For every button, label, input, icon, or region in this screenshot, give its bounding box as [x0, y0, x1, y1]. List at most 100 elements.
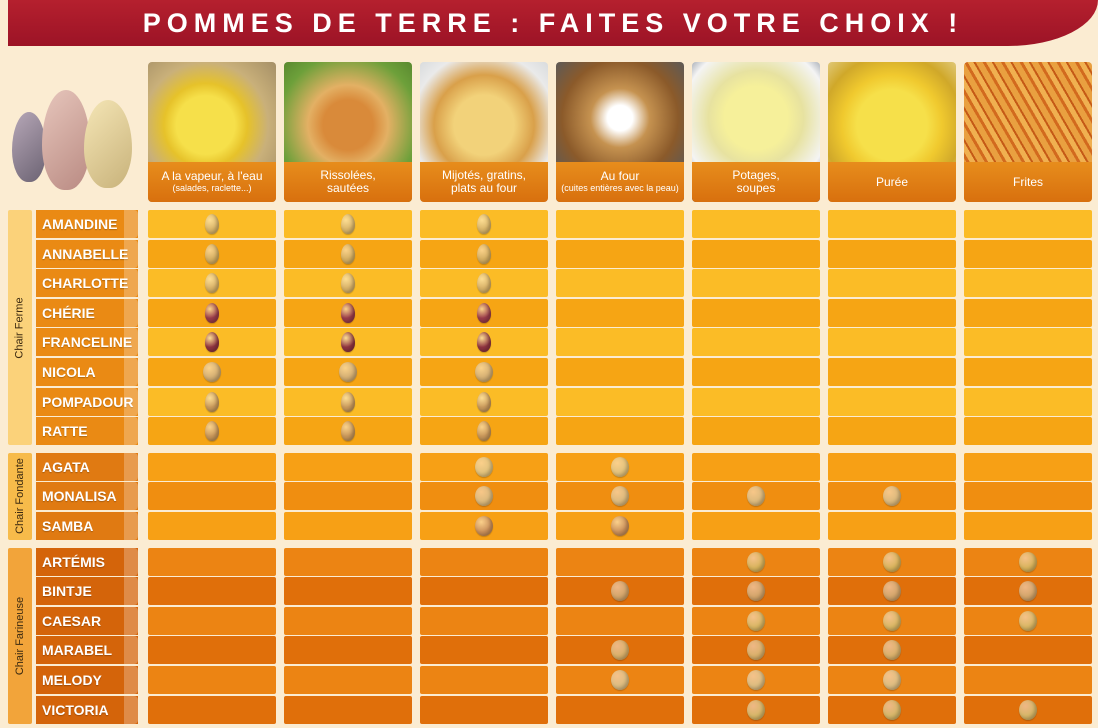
potato-purple-icon [12, 112, 46, 182]
table-cell [692, 298, 820, 327]
table-cell [420, 298, 548, 327]
table-cell [556, 269, 684, 298]
column-label: Rissolées, sautées [284, 162, 412, 202]
table-cell [148, 328, 276, 357]
potato-icon [1019, 610, 1037, 631]
potato-icon [883, 610, 901, 631]
table-cell [828, 695, 956, 724]
table-cell [964, 577, 1092, 606]
column-label: Mijotés, gratins, plats au four [420, 162, 548, 202]
table-cell [148, 577, 276, 606]
table-cell [828, 387, 956, 416]
potato-icon [205, 214, 219, 234]
table-cell [828, 577, 956, 606]
table-cell [692, 387, 820, 416]
potato-yellow-icon [84, 100, 132, 188]
potato-icon [883, 551, 901, 572]
group-label: Chair Ferme [8, 210, 32, 445]
potato-icon [341, 332, 355, 353]
potato-icon [883, 486, 901, 507]
table-cell [692, 452, 820, 481]
table-cell [828, 636, 956, 665]
column-label: Purée [828, 162, 956, 202]
potato-icon [611, 581, 629, 602]
variety-name: MELODY [36, 666, 138, 694]
column-label: Potages, soupes [692, 162, 820, 202]
table-cell [148, 387, 276, 416]
table-cell [964, 210, 1092, 238]
potato-icon [747, 551, 765, 572]
potato-icon [611, 670, 629, 690]
variety-name: CAESAR [36, 606, 138, 635]
potato-icon [203, 362, 221, 382]
table-cell [692, 269, 820, 298]
group-bar [8, 547, 32, 724]
table-cell [692, 695, 820, 724]
table-cell [148, 358, 276, 386]
potato-icon [883, 640, 901, 661]
potato-pink-icon [42, 90, 90, 190]
table-cell [828, 210, 956, 238]
column-label: Au four (cuites entières avec la peau) [556, 162, 684, 202]
potato-icon [205, 332, 219, 353]
table-cell [828, 239, 956, 268]
column-label-line: Au four [600, 169, 640, 183]
table-cell [284, 547, 412, 576]
table-cell [284, 452, 412, 481]
group-bar [8, 210, 32, 446]
table-cell [964, 328, 1092, 357]
table-cell [420, 387, 548, 416]
table-cell [828, 606, 956, 635]
potato-icon [611, 516, 629, 536]
table-cell [964, 512, 1092, 540]
table-cell [284, 512, 412, 540]
column-label-sub: (salades, raclette...) [172, 183, 252, 193]
potato-icon [883, 581, 901, 602]
potato-icon [1019, 581, 1037, 602]
potato-icon [205, 273, 219, 294]
table-cell [828, 417, 956, 446]
table-cell [964, 606, 1092, 635]
table-cell [692, 210, 820, 238]
potato-icon [477, 302, 491, 323]
column-label-line: Rissolées, [320, 168, 376, 182]
table-cell [420, 547, 548, 576]
column-label-line: Frites [1013, 174, 1043, 189]
table-cell [964, 239, 1092, 268]
table-cell [420, 512, 548, 540]
potato-icon [475, 456, 493, 477]
potato-icon [747, 581, 765, 602]
table-cell [828, 328, 956, 357]
potato-icon [747, 670, 765, 690]
table-cell [420, 269, 548, 298]
variety-name: ARTÉMIS [36, 547, 138, 576]
table-cell [828, 547, 956, 576]
table-cell [148, 417, 276, 446]
table-cell [964, 482, 1092, 511]
group-label: Chair Farineuse [8, 548, 32, 724]
table-cell [556, 328, 684, 357]
potato-icon [747, 610, 765, 631]
table-cell [964, 298, 1092, 327]
column-label-line2: soupes [736, 181, 776, 195]
table-cell [556, 666, 684, 694]
potato-icon [747, 699, 765, 720]
table-cell [828, 512, 956, 540]
table-cell [420, 239, 548, 268]
column-label-line: Potages, [732, 168, 780, 182]
table-cell [420, 452, 548, 481]
column-label: A la vapeur, à l'eau (salades, raclette..… [148, 162, 276, 202]
potato-icon [883, 670, 901, 690]
potato-icon [883, 699, 901, 720]
potato-icon [341, 273, 355, 294]
column-label-line: A la vapeur, à l'eau [161, 169, 263, 183]
potato-icon [477, 332, 491, 353]
table-cell [964, 269, 1092, 298]
potato-icon [341, 243, 355, 264]
table-cell [148, 695, 276, 724]
table-cell [420, 482, 548, 511]
table-cell [692, 666, 820, 694]
table-cell [148, 452, 276, 481]
table-cell [148, 269, 276, 298]
variety-name: VICTORIA [36, 695, 138, 724]
